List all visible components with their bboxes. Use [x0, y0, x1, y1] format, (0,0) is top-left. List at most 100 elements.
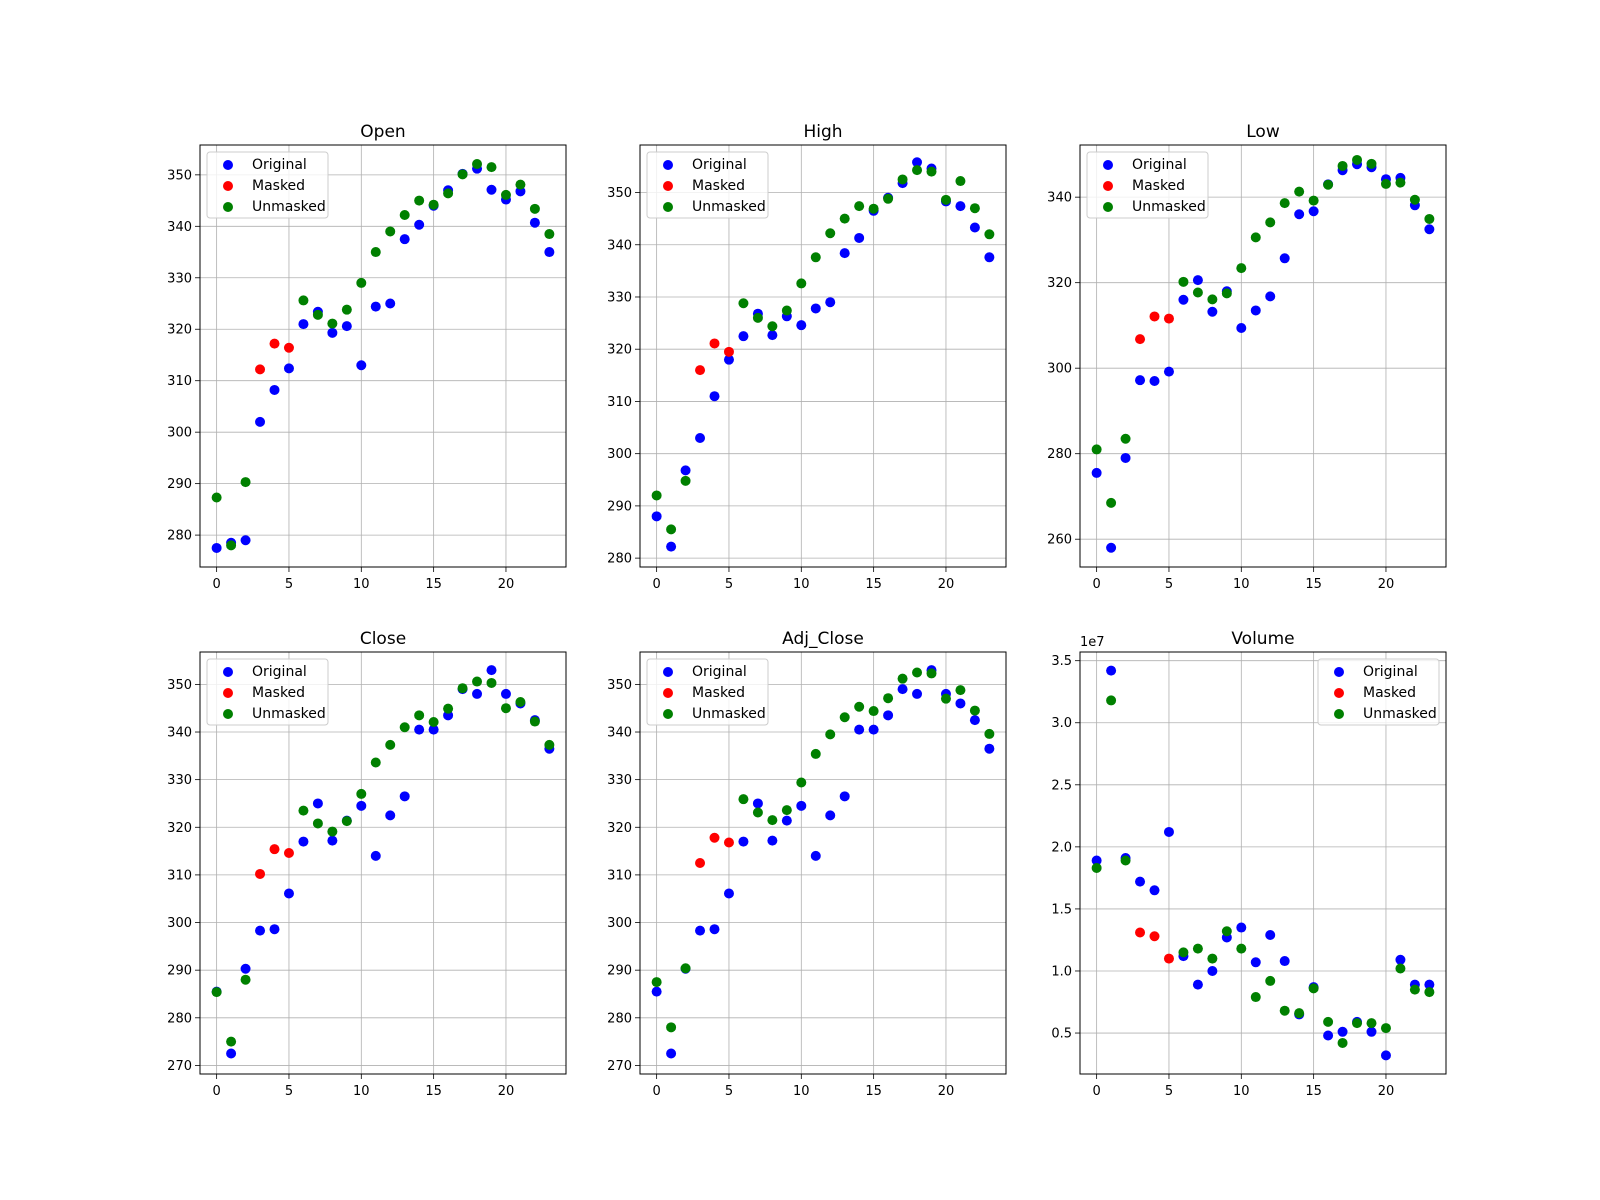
series-unmasked	[1091, 695, 1435, 1048]
legend-marker-unmasked	[663, 202, 673, 212]
data-point-unmasked	[752, 312, 763, 323]
data-point-unmasked	[385, 226, 396, 237]
data-point-unmasked	[327, 318, 338, 329]
data-point-unmasked	[500, 703, 511, 714]
data-point-original	[1207, 965, 1218, 976]
data-point-unmasked	[399, 722, 410, 733]
data-point-original	[1207, 306, 1218, 317]
data-point-masked	[255, 868, 266, 879]
data-point-unmasked	[370, 247, 381, 258]
data-point-unmasked	[486, 162, 497, 173]
data-point-unmasked	[298, 295, 309, 306]
data-point-original	[283, 888, 294, 899]
data-point-unmasked	[544, 229, 555, 240]
data-point-original	[709, 924, 720, 935]
legend-box	[646, 658, 769, 726]
data-point-original	[1120, 452, 1131, 463]
data-point-original	[651, 511, 662, 522]
data-point-unmasked	[1294, 1008, 1305, 1019]
data-point-original	[327, 835, 338, 846]
data-point-original	[1236, 922, 1247, 933]
legend-label-unmasked: Unmasked	[1132, 199, 1206, 215]
subplot-grid: 0 5 10 15 20 280 290 300 310 320 330 340 350 Open Orig…	[167, 122, 1447, 1099]
data-point-original	[738, 836, 749, 847]
y-offset-label: 1e7	[1080, 635, 1105, 650]
data-point-original	[472, 688, 483, 699]
data-point-original	[738, 331, 749, 342]
data-point-original	[240, 963, 251, 974]
data-point-unmasked	[651, 490, 662, 501]
data-point-unmasked	[457, 683, 468, 694]
data-point-original	[341, 321, 352, 332]
y-tick-label: 260	[1047, 533, 1072, 548]
x-tick-label: 15	[865, 1084, 882, 1099]
data-point-unmasked	[1236, 263, 1247, 274]
x-tick-label: 15	[1305, 1084, 1322, 1099]
legend-label-original: Original	[252, 664, 307, 680]
data-point-original	[912, 688, 923, 699]
y-tick-label: 280	[167, 1011, 192, 1026]
y-tick-label: 2.0	[1051, 840, 1072, 855]
legend-label-original: Original	[692, 157, 747, 173]
data-point-original	[1294, 209, 1305, 220]
data-point-original	[781, 815, 792, 826]
data-point-original	[1380, 1050, 1391, 1061]
y-tick-label: 320	[607, 821, 632, 836]
data-point-unmasked	[839, 712, 850, 723]
subplot-title: Close	[360, 629, 406, 649]
data-point-unmasked	[796, 777, 807, 788]
data-point-original	[1366, 1026, 1377, 1037]
data-point-original	[1424, 224, 1435, 235]
x-tick-label: 10	[793, 577, 810, 592]
data-point-unmasked	[1337, 160, 1348, 171]
data-point-unmasked	[651, 977, 662, 988]
data-point-original	[356, 360, 367, 371]
data-point-unmasked	[854, 701, 865, 712]
axes-frame	[639, 651, 1007, 1075]
data-point-unmasked	[1207, 294, 1218, 305]
y-tick-label: 290	[607, 499, 632, 514]
data-point-unmasked	[1221, 288, 1232, 299]
subplot-high: 0 5 10 15 20 280 290 300 310 320 330 340 350 High Orig…	[607, 122, 1007, 592]
data-point-unmasked	[752, 807, 763, 818]
data-point-unmasked	[1395, 963, 1406, 974]
data-point-unmasked	[226, 540, 237, 551]
legend-marker-original	[1103, 160, 1113, 170]
data-point-unmasked	[1279, 198, 1290, 209]
series-masked	[695, 338, 734, 376]
data-point-original	[1106, 665, 1117, 676]
data-point-unmasked	[529, 203, 540, 214]
data-point-masked	[1149, 931, 1160, 942]
data-point-original	[796, 800, 807, 811]
data-point-unmasked	[969, 203, 980, 214]
legend-label-masked: Masked	[252, 685, 305, 701]
data-point-unmasked	[1352, 154, 1363, 165]
axes-frame	[1079, 651, 1447, 1075]
y-tick-label: 0.5	[1051, 1027, 1072, 1042]
x-tick-label: 15	[425, 577, 442, 592]
data-point-original	[796, 320, 807, 331]
data-point-original	[486, 665, 497, 676]
data-point-original	[839, 248, 850, 259]
x-tick-label: 15	[865, 577, 882, 592]
data-point-unmasked	[341, 304, 352, 315]
data-point-original	[298, 319, 309, 330]
data-point-masked	[269, 338, 280, 349]
data-point-masked	[709, 338, 720, 349]
data-point-unmasked	[486, 677, 497, 688]
y-tick-label: 270	[607, 1059, 632, 1074]
legend-box	[206, 151, 329, 219]
data-point-unmasked	[399, 209, 410, 220]
data-point-masked	[1163, 953, 1174, 964]
x-tick-label: 0	[212, 1084, 220, 1099]
data-point-original	[414, 219, 425, 230]
data-point-original	[955, 698, 966, 709]
data-point-original	[1236, 322, 1247, 333]
data-point-unmasked	[1308, 983, 1319, 994]
legend-label-masked: Masked	[692, 178, 745, 194]
data-point-original	[1091, 855, 1102, 866]
legend-marker-original	[223, 160, 233, 170]
data-point-unmasked	[1352, 1018, 1363, 1029]
x-tick-label: 10	[1233, 577, 1250, 592]
